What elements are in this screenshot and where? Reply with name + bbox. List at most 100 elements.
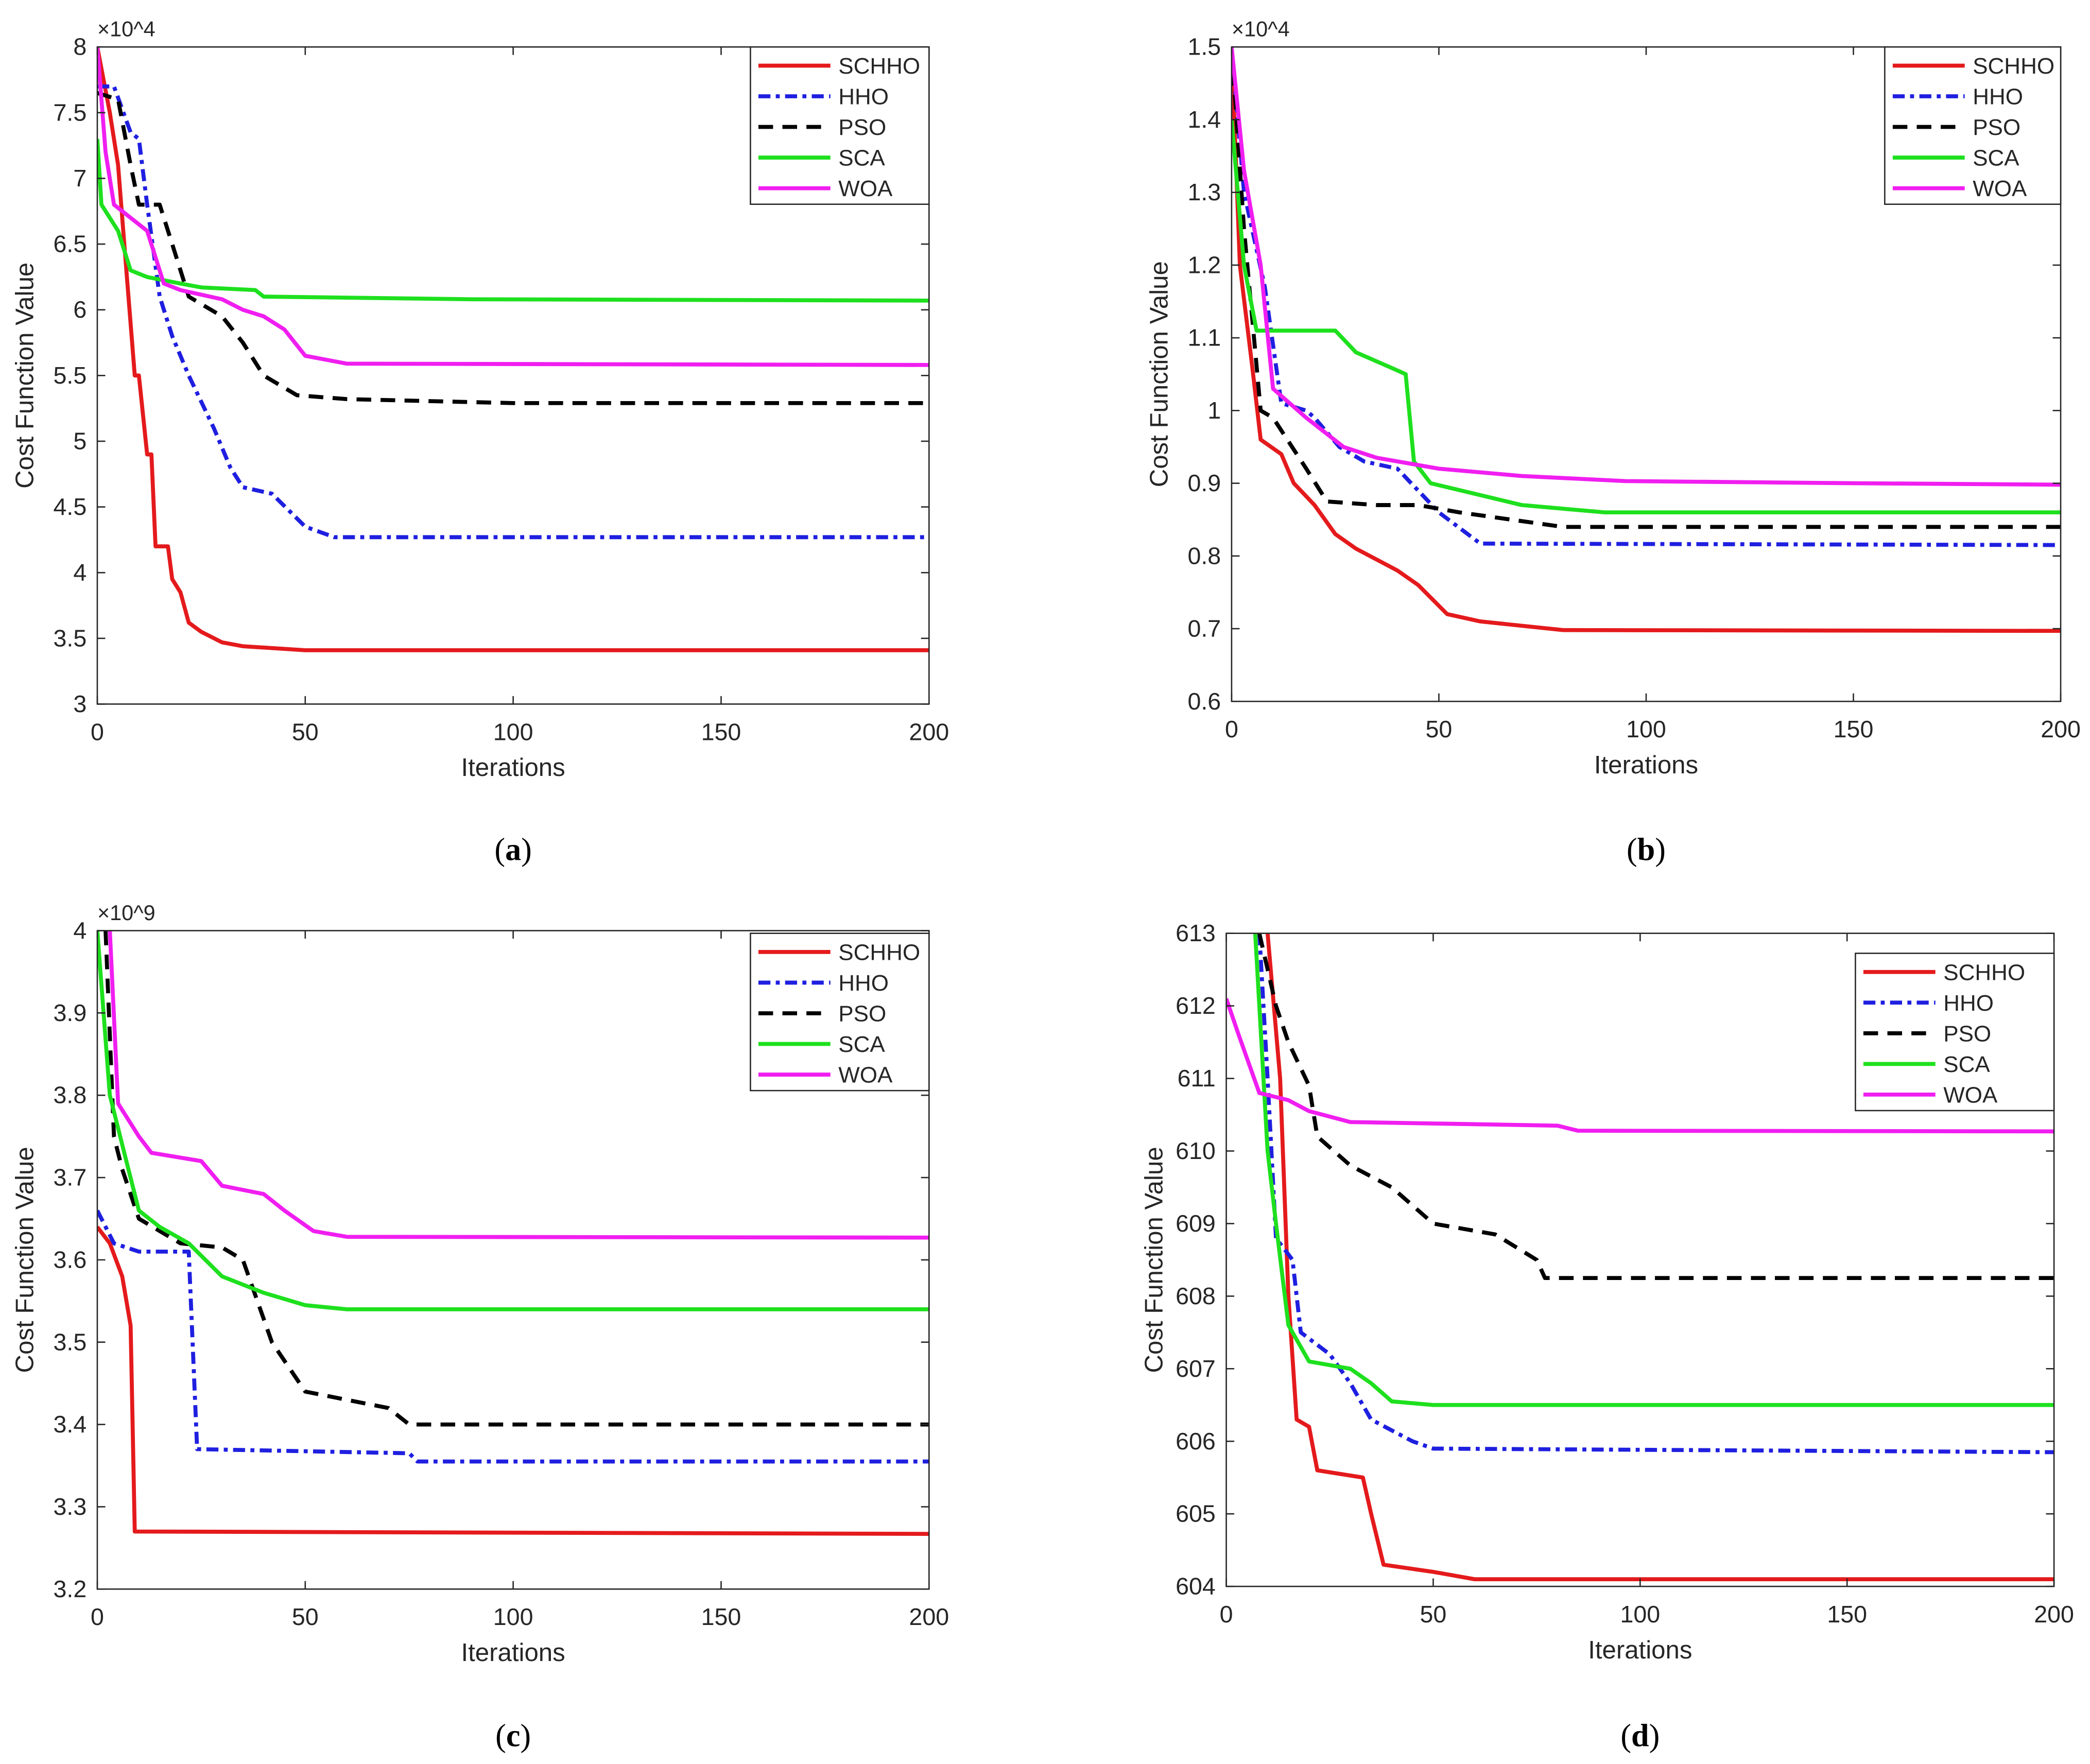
panel-label-letter: d [1631,1719,1649,1754]
legend-label: SCA [838,1032,885,1057]
y-tick-label: 0.9 [1187,470,1221,496]
panel-label-open: ( [495,1719,506,1754]
y-tick-label: 4 [73,917,87,944]
x-axis-label: Iterations [1588,1636,1692,1664]
y-tick-label: 7 [73,165,87,192]
y-tick-label: 4 [73,559,87,586]
x-tick-label: 100 [493,718,533,745]
y-tick-label: 3.6 [54,1246,87,1273]
panel-label: (c) [495,1719,531,1754]
legend-box [750,932,930,1092]
y-exponent-label: ×10^9 [97,901,156,925]
legend-label: PSO [838,115,886,140]
legend-label: SCA [1943,1052,1990,1077]
y-tick-label: 3.5 [54,625,87,651]
series-line-woa [1231,47,2061,487]
legend-label: SCA [1973,146,2019,171]
x-tick-label: 0 [91,1603,104,1630]
y-tick-label: 608 [1176,1283,1216,1309]
panel-label-open: ( [1620,1719,1631,1754]
y-tick-label: 1.2 [1187,251,1221,278]
y-tick-label: 6.5 [54,231,87,257]
y-exponent-label: ×10^4 [1232,18,1290,41]
series-line-pso [97,91,929,405]
y-tick-label: 4.5 [54,493,87,520]
x-tick-label: 200 [909,1603,949,1630]
legend-label: HHO [838,971,889,996]
legend-label: PSO [838,1001,886,1027]
x-axis-label: Iterations [1594,751,1698,779]
y-tick-label: 1.3 [1187,179,1221,205]
legend-label: SCHHO [1943,960,2025,985]
y-tick-label: 3.4 [54,1411,87,1438]
legend-label: WOA [838,176,893,201]
legend-label: WOA [1973,176,2027,201]
y-tick-label: 3.8 [54,1082,87,1109]
legend-label: HHO [1943,991,1994,1016]
x-tick-label: 100 [493,1603,533,1630]
x-tick-label: 200 [909,718,949,745]
y-axis-label: Cost Function Value [1145,261,1173,487]
y-tick-label: 3 [73,690,87,717]
panel-label-letter: c [506,1719,521,1754]
legend: SCHHO HHO PSO SCA WOA [750,932,930,1092]
y-tick-label: 0.7 [1187,615,1221,642]
y-tick-label: 609 [1176,1210,1216,1237]
y-axis-label: Cost Function Value [11,263,39,489]
panel-label-letter: b [1637,832,1655,867]
x-tick-label: 200 [2034,1601,2074,1628]
x-tick-label: 100 [1626,716,1666,742]
legend: SCHHO HHO PSO SCA WOA [1884,46,2062,205]
x-tick-label: 50 [292,1603,319,1630]
legend-label: SCHHO [838,940,920,965]
series-line-schho [97,1225,929,1536]
legend-box [1884,46,2062,205]
x-tick-label: 150 [701,718,741,745]
y-tick-label: 607 [1176,1355,1216,1382]
x-tick-label: 150 [1834,716,1874,742]
y-tick-label: 613 [1176,920,1216,946]
y-axis-label: Cost Function Value [1139,1147,1168,1373]
y-tick-label: 611 [1178,1065,1216,1092]
legend-label: PSO [1973,115,2020,140]
x-tick-label: 200 [2041,716,2081,742]
y-tick-label: 0.6 [1187,688,1221,715]
panel-label-open: ( [1627,832,1637,867]
panel-label-close: ) [1649,1719,1660,1754]
panel-label: (b) [1627,832,1666,867]
legend-label: SCHHO [1973,54,2054,79]
series-line-hho [97,84,929,540]
panel-label-close: ) [1655,832,1666,867]
y-tick-label: 3.2 [54,1576,87,1602]
y-tick-label: 604 [1176,1573,1216,1600]
panel-label-close: ) [521,832,532,867]
x-tick-label: 0 [91,718,104,745]
x-tick-label: 50 [1420,1601,1447,1628]
series-line-sca [1231,119,2061,515]
y-tick-label: 5.5 [54,362,87,389]
series-line-pso [1257,933,2054,1280]
chart-panel-b: 0 50 100 150 200 0.6 0.7 0.8 0.9 1 1.1 1.2 1.3 1.4 1.5… [1145,18,2081,868]
y-tick-label: 605 [1176,1500,1216,1527]
panel-label: (d) [1620,1719,1660,1754]
y-tick-label: 7.5 [54,99,87,126]
series-line-sca [97,139,929,303]
y-tick-label: 0.8 [1187,542,1221,569]
series-line-woa [97,47,929,367]
y-tick-label: 606 [1176,1428,1216,1455]
x-axis-label: Iterations [461,1638,565,1667]
panel-label-close: ) [520,1719,531,1754]
x-tick-label: 0 [1220,1601,1233,1628]
legend-label: SCHHO [838,54,920,79]
y-tick-label: 1 [1207,397,1221,424]
y-tick-label: 3.7 [54,1164,87,1191]
y-tick-label: 1.5 [1187,33,1221,60]
y-tick-label: 5 [73,427,87,454]
series-line-hho [1231,47,2061,547]
series-line-sca [97,930,929,1311]
series-line-pso [103,930,929,1427]
legend-label: HHO [838,84,889,110]
legend-label: PSO [1943,1021,1991,1046]
series-line-schho [1231,47,2061,633]
